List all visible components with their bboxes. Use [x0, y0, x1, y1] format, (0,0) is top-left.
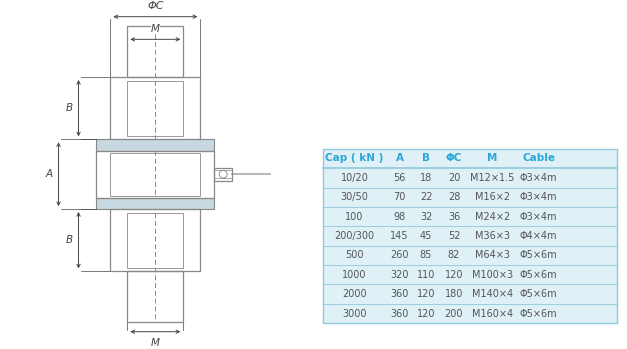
Text: A: A [45, 169, 53, 179]
Text: B: B [65, 235, 73, 245]
Text: M64×3: M64×3 [475, 250, 510, 260]
Text: Φ3×4m: Φ3×4m [520, 173, 557, 183]
Text: B: B [422, 154, 430, 163]
Text: 3000: 3000 [342, 309, 367, 319]
Text: Φ5×6m: Φ5×6m [520, 270, 557, 280]
Text: 200: 200 [445, 309, 463, 319]
Text: 360: 360 [391, 289, 409, 299]
Text: 320: 320 [390, 270, 409, 280]
Text: 36: 36 [448, 211, 460, 222]
Text: 20: 20 [448, 173, 460, 183]
Text: 200/300: 200/300 [335, 231, 375, 241]
Text: Φ4×4m: Φ4×4m [520, 231, 557, 241]
Text: 145: 145 [390, 231, 409, 241]
Text: 10/20: 10/20 [340, 173, 369, 183]
Text: 18: 18 [420, 173, 432, 183]
Bar [110, 77, 200, 139]
Text: 1000: 1000 [342, 270, 367, 280]
Bar [97, 139, 214, 151]
Text: ΦC: ΦC [147, 1, 164, 11]
Text: Φ5×6m: Φ5×6m [520, 289, 557, 299]
Text: 85: 85 [420, 250, 432, 260]
Text: M24×2: M24×2 [475, 211, 510, 222]
Text: Φ3×4m: Φ3×4m [520, 211, 557, 222]
Text: M16×2: M16×2 [475, 192, 510, 202]
Text: 260: 260 [390, 250, 409, 260]
Text: 56: 56 [393, 173, 406, 183]
Text: A: A [396, 154, 404, 163]
Bar [97, 198, 214, 209]
Text: Cap ( kN ): Cap ( kN ) [325, 154, 384, 163]
Text: 120: 120 [417, 309, 435, 319]
Text: ΦC: ΦC [446, 154, 462, 163]
Text: M160×4: M160×4 [472, 309, 513, 319]
Bar [110, 209, 200, 271]
Text: 360: 360 [391, 309, 409, 319]
Text: Cable: Cable [522, 154, 555, 163]
Text: 110: 110 [417, 270, 435, 280]
Text: Φ5×6m: Φ5×6m [520, 309, 557, 319]
Bar [214, 168, 232, 181]
Text: M36×3: M36×3 [475, 231, 510, 241]
Text: B: B [65, 103, 73, 113]
Bar [127, 213, 183, 268]
Text: 120: 120 [445, 270, 463, 280]
Text: M12×1.5: M12×1.5 [470, 173, 514, 183]
Text: 180: 180 [445, 289, 463, 299]
Text: M: M [151, 24, 160, 34]
Text: 52: 52 [448, 231, 460, 241]
Text: Φ3×4m: Φ3×4m [520, 192, 557, 202]
Text: 2000: 2000 [342, 289, 367, 299]
Text: M140×4: M140×4 [472, 289, 513, 299]
Text: 500: 500 [345, 250, 364, 260]
Text: 28: 28 [448, 192, 460, 202]
Text: 45: 45 [420, 231, 432, 241]
Text: 30/50: 30/50 [340, 192, 369, 202]
Text: 70: 70 [393, 192, 406, 202]
Bar [323, 149, 618, 323]
Text: M: M [151, 338, 160, 348]
Bar [127, 26, 183, 77]
Text: 82: 82 [448, 250, 460, 260]
Text: M: M [487, 154, 497, 163]
Text: 32: 32 [420, 211, 432, 222]
Text: 22: 22 [419, 192, 432, 202]
Text: 100: 100 [345, 211, 364, 222]
Bar [127, 271, 183, 322]
Text: 98: 98 [393, 211, 406, 222]
Text: 120: 120 [417, 289, 435, 299]
Bar [323, 149, 618, 323]
Bar [127, 81, 183, 135]
Bar [110, 153, 200, 196]
Text: M100×3: M100×3 [472, 270, 513, 280]
Text: Φ5×6m: Φ5×6m [520, 250, 557, 260]
Bar [97, 151, 214, 198]
